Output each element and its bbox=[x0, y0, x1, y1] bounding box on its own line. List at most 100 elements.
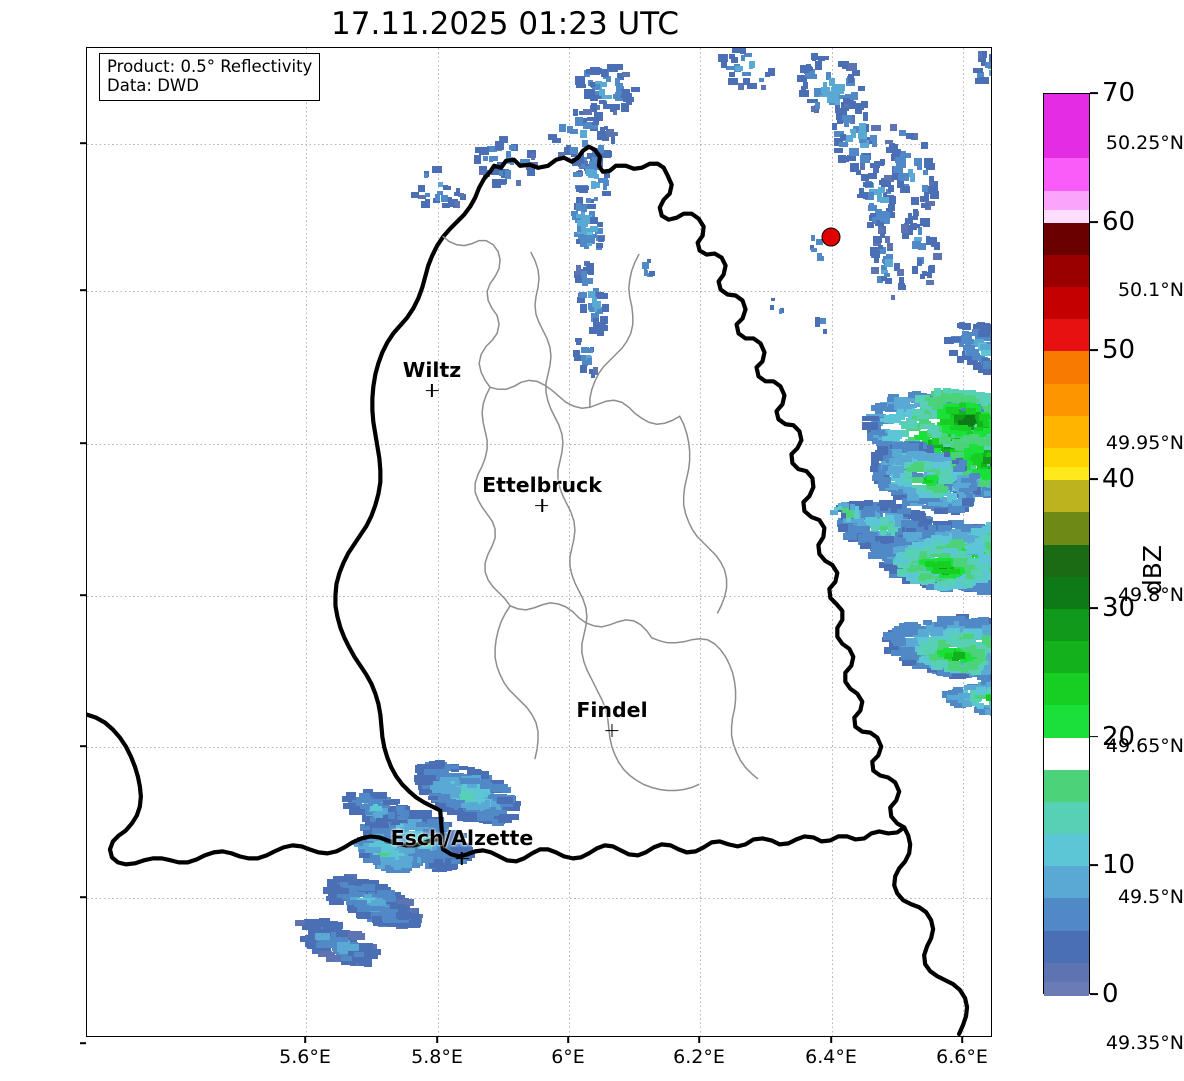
colorbar-tick-label: 60 bbox=[1102, 206, 1136, 237]
radar-echo-cell bbox=[923, 538, 933, 543]
gridline-horizontal bbox=[87, 444, 991, 445]
radar-echo-cell bbox=[946, 493, 958, 502]
longitude-tick-mark bbox=[436, 1037, 438, 1043]
radar-echo-cell bbox=[978, 414, 989, 422]
radar-echo-cell bbox=[929, 460, 940, 469]
radar-echo-cell bbox=[907, 510, 926, 519]
city-cross-icon bbox=[426, 384, 439, 397]
colorbar-band bbox=[1044, 447, 1089, 468]
colorbar-band bbox=[1044, 222, 1089, 256]
radar-echo-cell bbox=[908, 436, 916, 444]
colorbar-band bbox=[1044, 254, 1089, 288]
radar-echo-cell bbox=[917, 434, 925, 441]
city-cross-icon bbox=[455, 852, 468, 865]
radar-echo-cell bbox=[910, 473, 923, 479]
radar-echo-cell bbox=[960, 403, 976, 408]
radar-echo-cell bbox=[972, 437, 981, 444]
radar-echo-cell bbox=[911, 410, 924, 416]
radar-echo-cell bbox=[977, 491, 991, 496]
radar-echo-cell bbox=[980, 450, 991, 457]
colorbar-axis-label: dBZ bbox=[1138, 545, 1167, 596]
latitude-tick-label: 50.25°N bbox=[1105, 132, 1184, 154]
radar-echo-cell bbox=[920, 423, 936, 429]
radar-echo-cell bbox=[883, 503, 894, 508]
radar-map-plot[interactable]: Wiltz Ettelbruck Findel Esch/Alzette Produc… bbox=[86, 47, 992, 1037]
radar-echo-cell bbox=[913, 398, 922, 408]
radar-echo-cell bbox=[862, 416, 879, 422]
radar-echo-cell bbox=[884, 514, 895, 521]
radar-echo-cell bbox=[974, 446, 985, 453]
radar-echo-cell bbox=[903, 403, 912, 412]
radar-echo-cell bbox=[892, 448, 902, 458]
radar-echo-cell bbox=[961, 395, 977, 402]
radar-echo-cell bbox=[906, 494, 919, 501]
radar-echo-cell bbox=[991, 689, 992, 697]
radar-echo-cell bbox=[863, 512, 875, 518]
radar-echo-cell bbox=[929, 411, 938, 419]
latitude-tick-mark bbox=[80, 896, 86, 898]
radar-echo-cell bbox=[918, 430, 928, 439]
radar-echo-cell bbox=[958, 485, 973, 493]
radar-echo-cell bbox=[913, 462, 924, 469]
radar-echo-cell bbox=[969, 463, 976, 471]
radar-echo-cell bbox=[982, 442, 991, 451]
radar-echo-cell bbox=[919, 460, 932, 467]
radar-echo-cell bbox=[862, 422, 879, 431]
radar-echo-cell bbox=[900, 420, 918, 429]
longitude-tick-label: 6°E bbox=[551, 1046, 585, 1068]
colorbar-band bbox=[1044, 467, 1089, 481]
radar-echo-cell bbox=[920, 518, 932, 528]
radar-echo-cell bbox=[937, 474, 954, 482]
latitude-tick-label: 49.95°N bbox=[1105, 432, 1184, 454]
radar-echo-cell bbox=[882, 437, 892, 446]
radar-echo-cell bbox=[906, 450, 917, 457]
colorbar-band bbox=[1044, 158, 1089, 192]
radar-echo-cell bbox=[858, 521, 869, 526]
latitude-tick-label: 49.35°N bbox=[1105, 1032, 1184, 1054]
radar-echo-cell bbox=[859, 542, 877, 550]
radar-site-marker[interactable] bbox=[821, 227, 841, 247]
radar-echo-cell bbox=[972, 405, 981, 413]
radar-echo-cell bbox=[990, 622, 991, 632]
radar-echo-cell bbox=[969, 474, 977, 481]
radar-echo-cell bbox=[942, 404, 951, 409]
radar-echo-cell bbox=[845, 523, 854, 531]
radar-echo-cell bbox=[931, 427, 939, 434]
colorbar-band bbox=[1044, 512, 1089, 546]
radar-echo-cell bbox=[950, 506, 965, 513]
radar-echo-cell bbox=[877, 446, 889, 455]
radar-echo-cell bbox=[901, 521, 920, 526]
radar-echo-cell bbox=[938, 529, 955, 534]
colorbar-band bbox=[1044, 351, 1089, 385]
radar-echo-cell bbox=[982, 420, 991, 427]
city-label: Ettelbruck bbox=[482, 473, 602, 497]
colorbar-tick-mark bbox=[1090, 606, 1098, 609]
reflectivity-colorbar[interactable] bbox=[1043, 93, 1090, 996]
radar-echo-cell bbox=[960, 435, 969, 440]
radar-echo-cell bbox=[958, 457, 972, 462]
colorbar-tick-mark bbox=[1090, 993, 1098, 995]
radar-echo-cell bbox=[967, 420, 983, 429]
radar-echo-cell bbox=[980, 483, 991, 492]
radar-echo-cell bbox=[871, 452, 883, 461]
radar-echo-cell bbox=[956, 460, 968, 466]
radar-echo-cell bbox=[871, 543, 887, 553]
radar-echo-cell bbox=[952, 460, 959, 465]
outer-border-southeast bbox=[892, 825, 970, 1036]
radar-echo-cell bbox=[965, 493, 973, 500]
longitude-tick-label: 5.6°E bbox=[279, 1046, 331, 1068]
radar-echo-cell bbox=[869, 466, 879, 473]
radar-echo-cell bbox=[902, 478, 911, 483]
radar-echo-cell bbox=[899, 410, 907, 417]
regional-border-west bbox=[333, 169, 493, 852]
radar-echo-cell bbox=[969, 444, 978, 452]
radar-echo-cell bbox=[906, 535, 915, 542]
radar-echo-cell bbox=[933, 521, 949, 528]
colorbar-band bbox=[1044, 982, 1089, 996]
colorbar-band bbox=[1044, 544, 1089, 578]
gridline-vertical bbox=[306, 48, 307, 1036]
radar-echo-cell bbox=[916, 491, 932, 500]
radar-echo-cell bbox=[904, 461, 912, 468]
gridline-horizontal bbox=[87, 144, 991, 145]
